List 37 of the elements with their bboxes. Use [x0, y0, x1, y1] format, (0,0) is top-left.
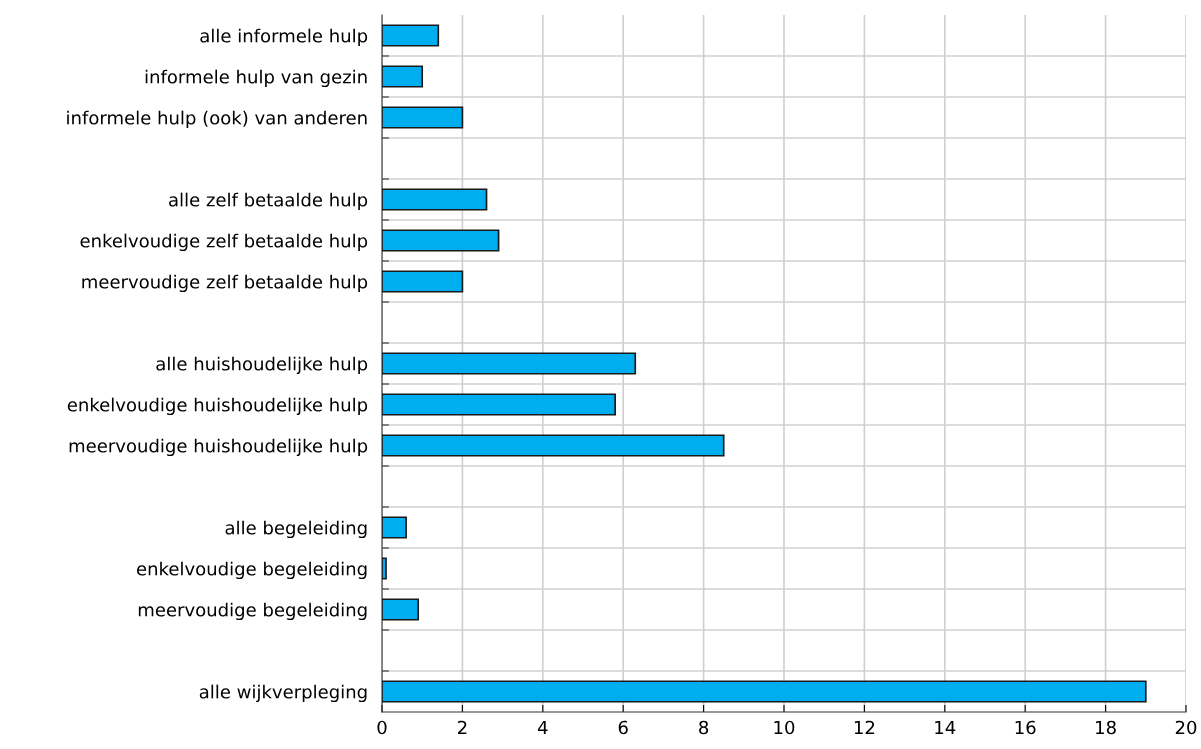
x-tick-label: 18: [1096, 720, 1116, 735]
x-tick-label: 4: [537, 720, 548, 735]
y-tick-label: informele hulp van gezin: [145, 69, 367, 88]
y-tick-label: alle zelf betaalde hulp: [169, 192, 368, 211]
x-tick-label: 8: [699, 720, 709, 735]
bar: [382, 516, 407, 539]
y-tick-label: alle huishoudelijke hulp: [156, 356, 368, 375]
x-tick-label: 12: [854, 720, 875, 735]
x-tick-label: 0: [377, 720, 387, 735]
bar: [382, 106, 464, 129]
bar: [382, 434, 725, 457]
y-tick-label: alle wijkverpleging: [199, 684, 367, 703]
bar: [382, 270, 464, 293]
bar: [382, 24, 440, 47]
x-tick-label: 2: [457, 720, 467, 735]
x-tick-label: 14: [935, 720, 956, 735]
y-tick-label: meervoudige huishoudelijke hulp: [69, 438, 368, 457]
bar: [382, 188, 488, 211]
bar: [382, 393, 616, 416]
y-tick-label: enkelvoudige huishoudelijke hulp: [67, 397, 368, 416]
bar: [382, 557, 387, 580]
x-tick-label: 16: [1015, 720, 1036, 735]
x-tick-label: 10: [774, 720, 795, 735]
y-tick-label: enkelvoudige begeleiding: [136, 561, 367, 580]
x-tick-label: 20: [1175, 720, 1197, 735]
y-tick-label: alle begeleiding: [225, 520, 367, 539]
y-tick-label: informele hulp (ook) van anderen: [67, 110, 367, 129]
bar: [382, 65, 424, 88]
bar: [382, 598, 420, 621]
y-tick-label: enkelvoudige zelf betaalde hulp: [80, 233, 368, 252]
y-tick-label: meervoudige zelf betaalde hulp: [82, 274, 368, 293]
y-tick-label: alle informele hulp: [200, 28, 368, 47]
bar: [382, 680, 1147, 703]
bar: [382, 229, 500, 252]
bar: [382, 352, 637, 375]
x-tick-label: 6: [618, 720, 628, 735]
y-tick-label: meervoudige begeleiding: [138, 602, 367, 621]
